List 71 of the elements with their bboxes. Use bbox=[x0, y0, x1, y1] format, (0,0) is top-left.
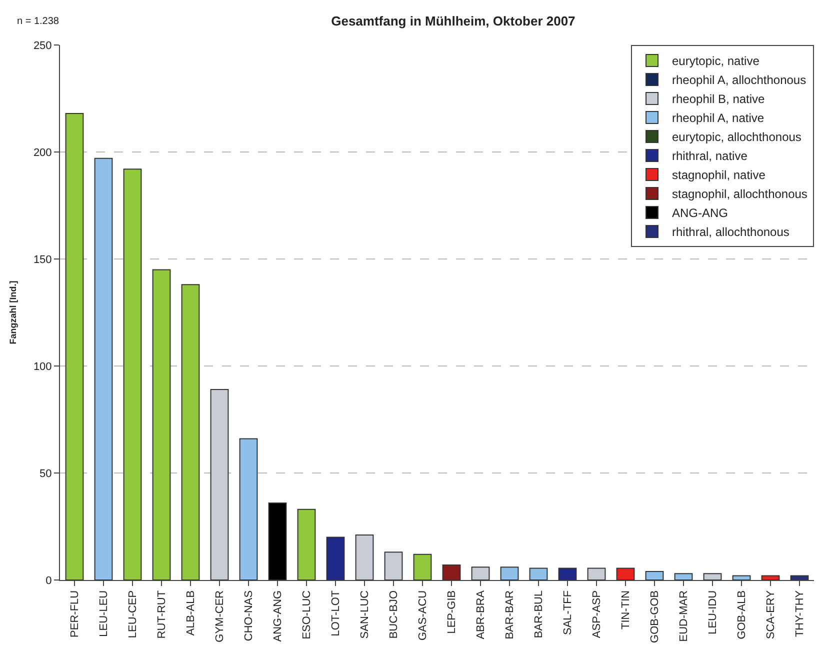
bar bbox=[152, 269, 171, 580]
bar bbox=[761, 575, 780, 580]
legend-label: eurytopic, native bbox=[672, 54, 760, 68]
x-tick-label: ANG-ANG bbox=[272, 590, 284, 642]
x-tick-label: GYM-CER bbox=[214, 590, 226, 642]
bar bbox=[413, 554, 432, 580]
y-tick-label: 250 bbox=[33, 40, 52, 52]
x-tick-label: GOB-GOB bbox=[649, 590, 662, 643]
y-tick-label: 0 bbox=[46, 574, 52, 587]
bar bbox=[500, 566, 519, 580]
x-tick-label: SCA-ERY bbox=[765, 590, 778, 640]
bar bbox=[268, 502, 287, 580]
legend-label: rhithral, allochthonous bbox=[672, 225, 790, 240]
x-tick-label: BAR-BAR bbox=[504, 590, 516, 640]
x-tick-label: GOB-ALB bbox=[736, 590, 748, 640]
bar bbox=[616, 568, 635, 580]
bar bbox=[790, 575, 809, 580]
x-tick-label: THY-THY bbox=[794, 590, 806, 638]
text: n = 1.238 bbox=[17, 16, 60, 27]
x-tick-label: ASP-ASP bbox=[591, 590, 604, 638]
legend-label: ANG-ANG bbox=[672, 206, 728, 220]
bar bbox=[703, 573, 722, 580]
y-tick-label: 150 bbox=[33, 254, 52, 266]
bar bbox=[65, 112, 84, 580]
x-tick-label: PER-FLU bbox=[69, 590, 82, 638]
x-tick-label: ALB-ALB bbox=[185, 590, 198, 636]
bar bbox=[297, 508, 316, 580]
bar bbox=[587, 568, 606, 580]
bar bbox=[529, 568, 548, 580]
x-tick-label: TIN-TIN bbox=[620, 590, 632, 630]
x-tick-label: LEP-GIB bbox=[446, 590, 458, 634]
bar bbox=[384, 552, 403, 580]
x-tick-label: SAL-TFF bbox=[562, 590, 574, 636]
x-tick-label: RUT-RUT bbox=[156, 590, 168, 639]
x-tick-label: ESO-LUC bbox=[301, 590, 314, 640]
x-tick-label: CHO-NAS bbox=[243, 590, 256, 642]
x-tick-label: BAR-BUL bbox=[533, 590, 546, 638]
legend-label: stagnophil, native bbox=[672, 168, 766, 182]
y-tick-label: 200 bbox=[33, 146, 52, 159]
bar bbox=[442, 564, 461, 580]
bar bbox=[210, 389, 229, 580]
bar bbox=[326, 536, 345, 580]
y-axis-title: Fangzahl [Ind.] bbox=[8, 280, 18, 344]
x-tick-label: LEU-CEP bbox=[127, 590, 140, 638]
legend-label: rhithral, native bbox=[672, 149, 748, 164]
bar bbox=[123, 168, 142, 580]
bar bbox=[355, 534, 374, 580]
chart-title: Gesamtfang in Mühlheim, Oktober 2007 bbox=[331, 13, 576, 28]
legend-label: rheophil A, allochthonous bbox=[672, 73, 806, 88]
bar bbox=[732, 575, 751, 580]
x-tick-label: LEU-LEU bbox=[98, 590, 110, 637]
x-tick-label: GAS-ACU bbox=[417, 590, 430, 641]
bar bbox=[94, 158, 113, 580]
x-tick-label: EUD-MAR bbox=[678, 590, 690, 642]
bar bbox=[471, 566, 490, 580]
x-tick-label: ABR-BRA bbox=[475, 590, 488, 640]
legend-label: stagnophil, allochthonous bbox=[672, 187, 808, 202]
y-tick-label: 50 bbox=[40, 468, 52, 480]
bar bbox=[558, 568, 577, 580]
x-tick-label: BUC-BJO bbox=[388, 590, 400, 639]
legend-label: eurytopic, allochthonous bbox=[672, 130, 802, 144]
y-tick-label: 100 bbox=[33, 360, 52, 373]
bar bbox=[239, 438, 258, 580]
legend-label: rheophil A, native bbox=[672, 111, 764, 126]
x-tick-label: SAN-LUC bbox=[359, 590, 372, 639]
bar bbox=[181, 284, 200, 580]
legend-label: rheophil B, native bbox=[672, 92, 766, 106]
bar bbox=[645, 570, 664, 580]
x-tick-label: LEU-IDU bbox=[707, 590, 720, 634]
x-tick-label: LOT-LOT bbox=[330, 590, 342, 636]
bar bbox=[674, 573, 693, 580]
